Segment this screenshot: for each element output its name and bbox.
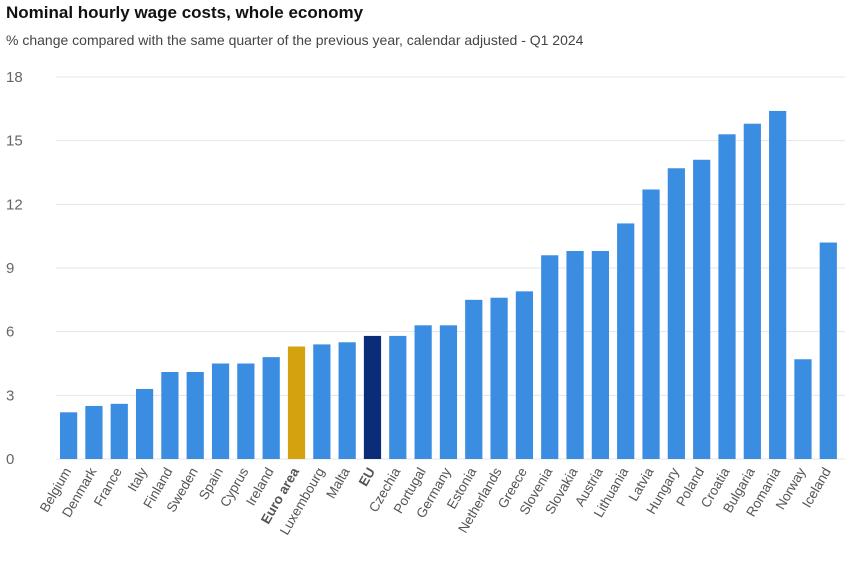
bar-luxembourg[interactable] [313,344,331,459]
chart-subtitle: % change compared with the same quarter … [6,32,584,48]
y-tick-label: 6 [6,324,14,341]
bar-estonia[interactable] [465,299,483,459]
bar-romania[interactable] [769,110,787,459]
bar-portugal[interactable] [414,325,432,459]
bar-poland[interactable] [693,159,711,459]
bar-malta[interactable] [338,342,356,459]
bar-sweden[interactable] [186,371,204,459]
bar-slovenia[interactable] [541,255,559,459]
bar-lithuania[interactable] [617,223,635,459]
x-tick-label: EU [356,465,378,489]
y-tick-label: 12 [6,196,23,213]
bar-france[interactable] [110,403,128,459]
y-tick-label: 3 [6,387,14,404]
bar-belgium[interactable] [60,412,78,459]
bar-czechia[interactable] [389,335,407,459]
y-tick-label: 0 [6,451,14,468]
bar-austria[interactable] [591,251,609,459]
y-tick-label: 18 [6,69,23,86]
bar-cyprus[interactable] [237,363,255,460]
bar-hungary[interactable] [667,168,685,459]
bar-euro-area[interactable] [287,346,306,459]
chart-title: Nominal hourly wage costs, whole economy [6,3,364,22]
bar-iceland[interactable] [819,242,837,459]
bar-netherlands[interactable] [490,297,508,459]
x-tick-label: Italy [125,465,150,494]
bar-denmark[interactable] [85,405,103,459]
bar-latvia[interactable] [642,189,660,459]
bar-finland[interactable] [161,371,179,459]
bar-spain[interactable] [211,363,230,460]
bar-ireland[interactable] [262,357,280,459]
y-tick-label: 9 [6,260,14,277]
bar-slovakia[interactable] [566,251,584,459]
bar-eu[interactable] [363,335,382,459]
bar-norway[interactable] [794,359,812,459]
y-tick-label: 15 [6,133,23,150]
bar-croatia[interactable] [718,134,736,460]
bar-germany[interactable] [439,325,458,459]
bar-bulgaria[interactable] [743,123,761,459]
bar-italy[interactable] [135,388,154,459]
bar-greece[interactable] [515,291,534,459]
x-tick-label: Malta [323,465,353,502]
